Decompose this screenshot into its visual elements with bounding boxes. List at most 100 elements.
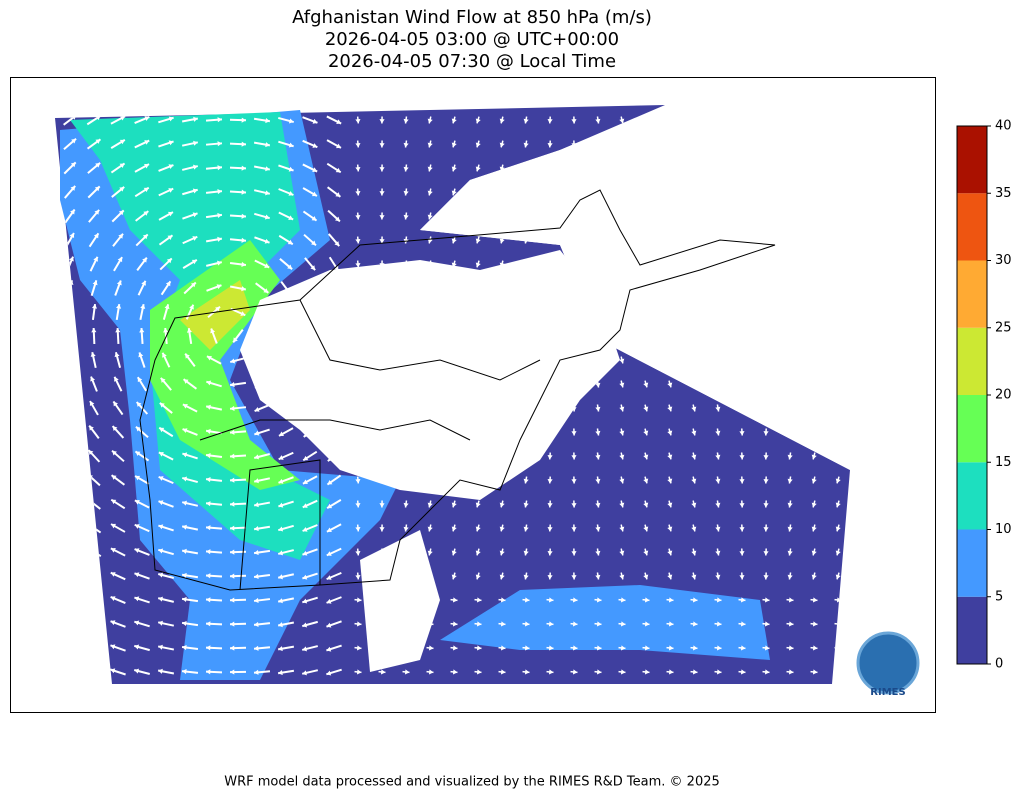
arrow-head	[326, 622, 332, 628]
arrow-head	[619, 526, 625, 532]
arrow-head	[90, 352, 96, 357]
arrow-head	[168, 188, 174, 193]
arrow-head	[427, 502, 433, 508]
wind-arrow	[354, 621, 362, 627]
wind-arrow	[205, 141, 223, 147]
arrow-head	[335, 167, 341, 173]
arrow-head	[241, 286, 246, 292]
wind-arrow	[691, 548, 697, 556]
wind-arrow	[619, 380, 625, 388]
wind-arrow	[326, 474, 342, 486]
arrow-head	[93, 233, 99, 239]
arrow-head	[278, 598, 283, 604]
arrow-head	[355, 118, 361, 124]
wind-arrow	[619, 404, 625, 412]
wind-arrow	[181, 524, 199, 531]
wind-arrow	[739, 572, 745, 580]
wind-arrow	[450, 645, 458, 651]
wind-arrow	[138, 352, 146, 368]
wind-arrow	[571, 524, 577, 532]
wind-arrow	[619, 116, 625, 124]
arrow-head	[524, 669, 530, 675]
logo-badge	[856, 631, 920, 695]
arrow-head	[547, 143, 553, 148]
arrow-head	[110, 572, 116, 577]
wind-arrow	[523, 500, 529, 508]
colorbar-tick-label: 40	[995, 119, 1012, 134]
arrow-head	[548, 669, 554, 675]
wind-arrow	[547, 500, 553, 508]
wind-arrow	[810, 621, 818, 627]
wind-arrow	[642, 621, 650, 627]
wind-arrow	[427, 188, 433, 196]
wind-arrow	[643, 500, 649, 508]
wind-arrow	[763, 572, 769, 580]
arrow-head	[691, 574, 697, 580]
wind-arrow	[595, 452, 601, 460]
arrow-head	[475, 262, 481, 268]
arrow-head	[787, 478, 793, 484]
wind-arrow	[302, 116, 318, 124]
wind-arrow	[63, 161, 77, 175]
wind-arrow	[161, 352, 171, 368]
wind-arrow	[182, 476, 198, 484]
wind-arrow	[690, 621, 698, 627]
arrow-head	[158, 644, 163, 650]
arrow-head	[739, 479, 745, 484]
arrow-head	[134, 620, 140, 626]
arrow-head	[427, 142, 433, 148]
wind-arrow	[451, 164, 457, 172]
arrow-head	[739, 527, 745, 532]
wind-arrow	[475, 164, 481, 172]
wind-arrow	[762, 597, 770, 603]
arrow-head	[336, 119, 342, 124]
wind-arrow	[278, 188, 294, 196]
arrow-head	[162, 352, 167, 358]
arrow-head	[595, 526, 601, 532]
arrow-head	[182, 669, 187, 675]
arrow-head	[356, 645, 362, 651]
arrow-head	[134, 524, 140, 529]
wind-arrow	[618, 597, 626, 603]
arrow-head	[182, 428, 188, 434]
arrow-head	[379, 191, 385, 196]
wind-arrow	[451, 140, 457, 148]
wind-arrow	[182, 403, 198, 413]
wind-arrow	[326, 644, 342, 652]
wind-arrow	[355, 164, 361, 172]
arrow-head	[571, 575, 577, 580]
wind-arrow	[618, 669, 626, 675]
wind-arrow	[403, 188, 409, 196]
arrow-head	[811, 502, 817, 508]
arrow-head	[715, 478, 721, 484]
wind-arrow	[810, 597, 818, 603]
wind-arrow	[158, 572, 174, 579]
wind-arrow	[426, 669, 434, 675]
wind-arrow	[810, 645, 818, 651]
wind-arrow	[254, 428, 270, 436]
arrow-head	[403, 190, 409, 196]
arrow-head	[379, 239, 385, 244]
arrow-head	[763, 575, 769, 580]
arrow-head	[668, 621, 674, 627]
wind-arrow	[594, 597, 602, 603]
arrow-head	[499, 502, 505, 508]
arrow-head	[547, 479, 553, 484]
wind-arrow	[811, 476, 817, 484]
arrow-head	[182, 596, 187, 603]
wind-arrow	[547, 452, 553, 460]
arrow-head	[241, 141, 246, 147]
arrow-head	[788, 645, 794, 651]
wind-arrow	[595, 524, 601, 532]
arrow-head	[595, 574, 601, 580]
arrow-head	[134, 548, 140, 554]
arrow-head	[715, 430, 721, 436]
arrow-head	[278, 550, 284, 556]
wind-arrow	[475, 500, 481, 508]
arrow-head	[254, 430, 260, 436]
arrow-head	[89, 425, 94, 431]
wind-arrow	[379, 236, 385, 244]
arrow-head	[92, 280, 98, 286]
arrow-head	[355, 142, 361, 148]
wind-arrow	[475, 572, 481, 580]
